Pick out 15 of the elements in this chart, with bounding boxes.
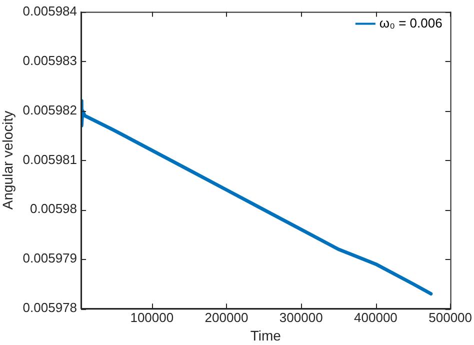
x-axis-title: Time [250,327,282,344]
x-tick-label: 500000 [428,310,472,325]
y-tick-label: 0.00598 [30,201,78,216]
x-tick-label: 300000 [279,310,323,325]
y-tick-label: 0.005983 [22,52,78,68]
text: ω₀ = 0.006 [379,15,442,30]
y-tick-label: 0.005978 [22,300,78,316]
x-tick-label: 400000 [354,310,398,325]
y-axis-title: Angular velocity [0,110,16,210]
y-tick-label: 0.005984 [22,3,78,18]
y-tick-label: 0.005979 [22,250,78,266]
x-tick-label: 200000 [204,310,248,325]
y-tick-label: 0.005981 [22,152,78,167]
y-tick-label: 0.005982 [22,102,78,118]
x-tick-label: 100000 [130,310,174,325]
